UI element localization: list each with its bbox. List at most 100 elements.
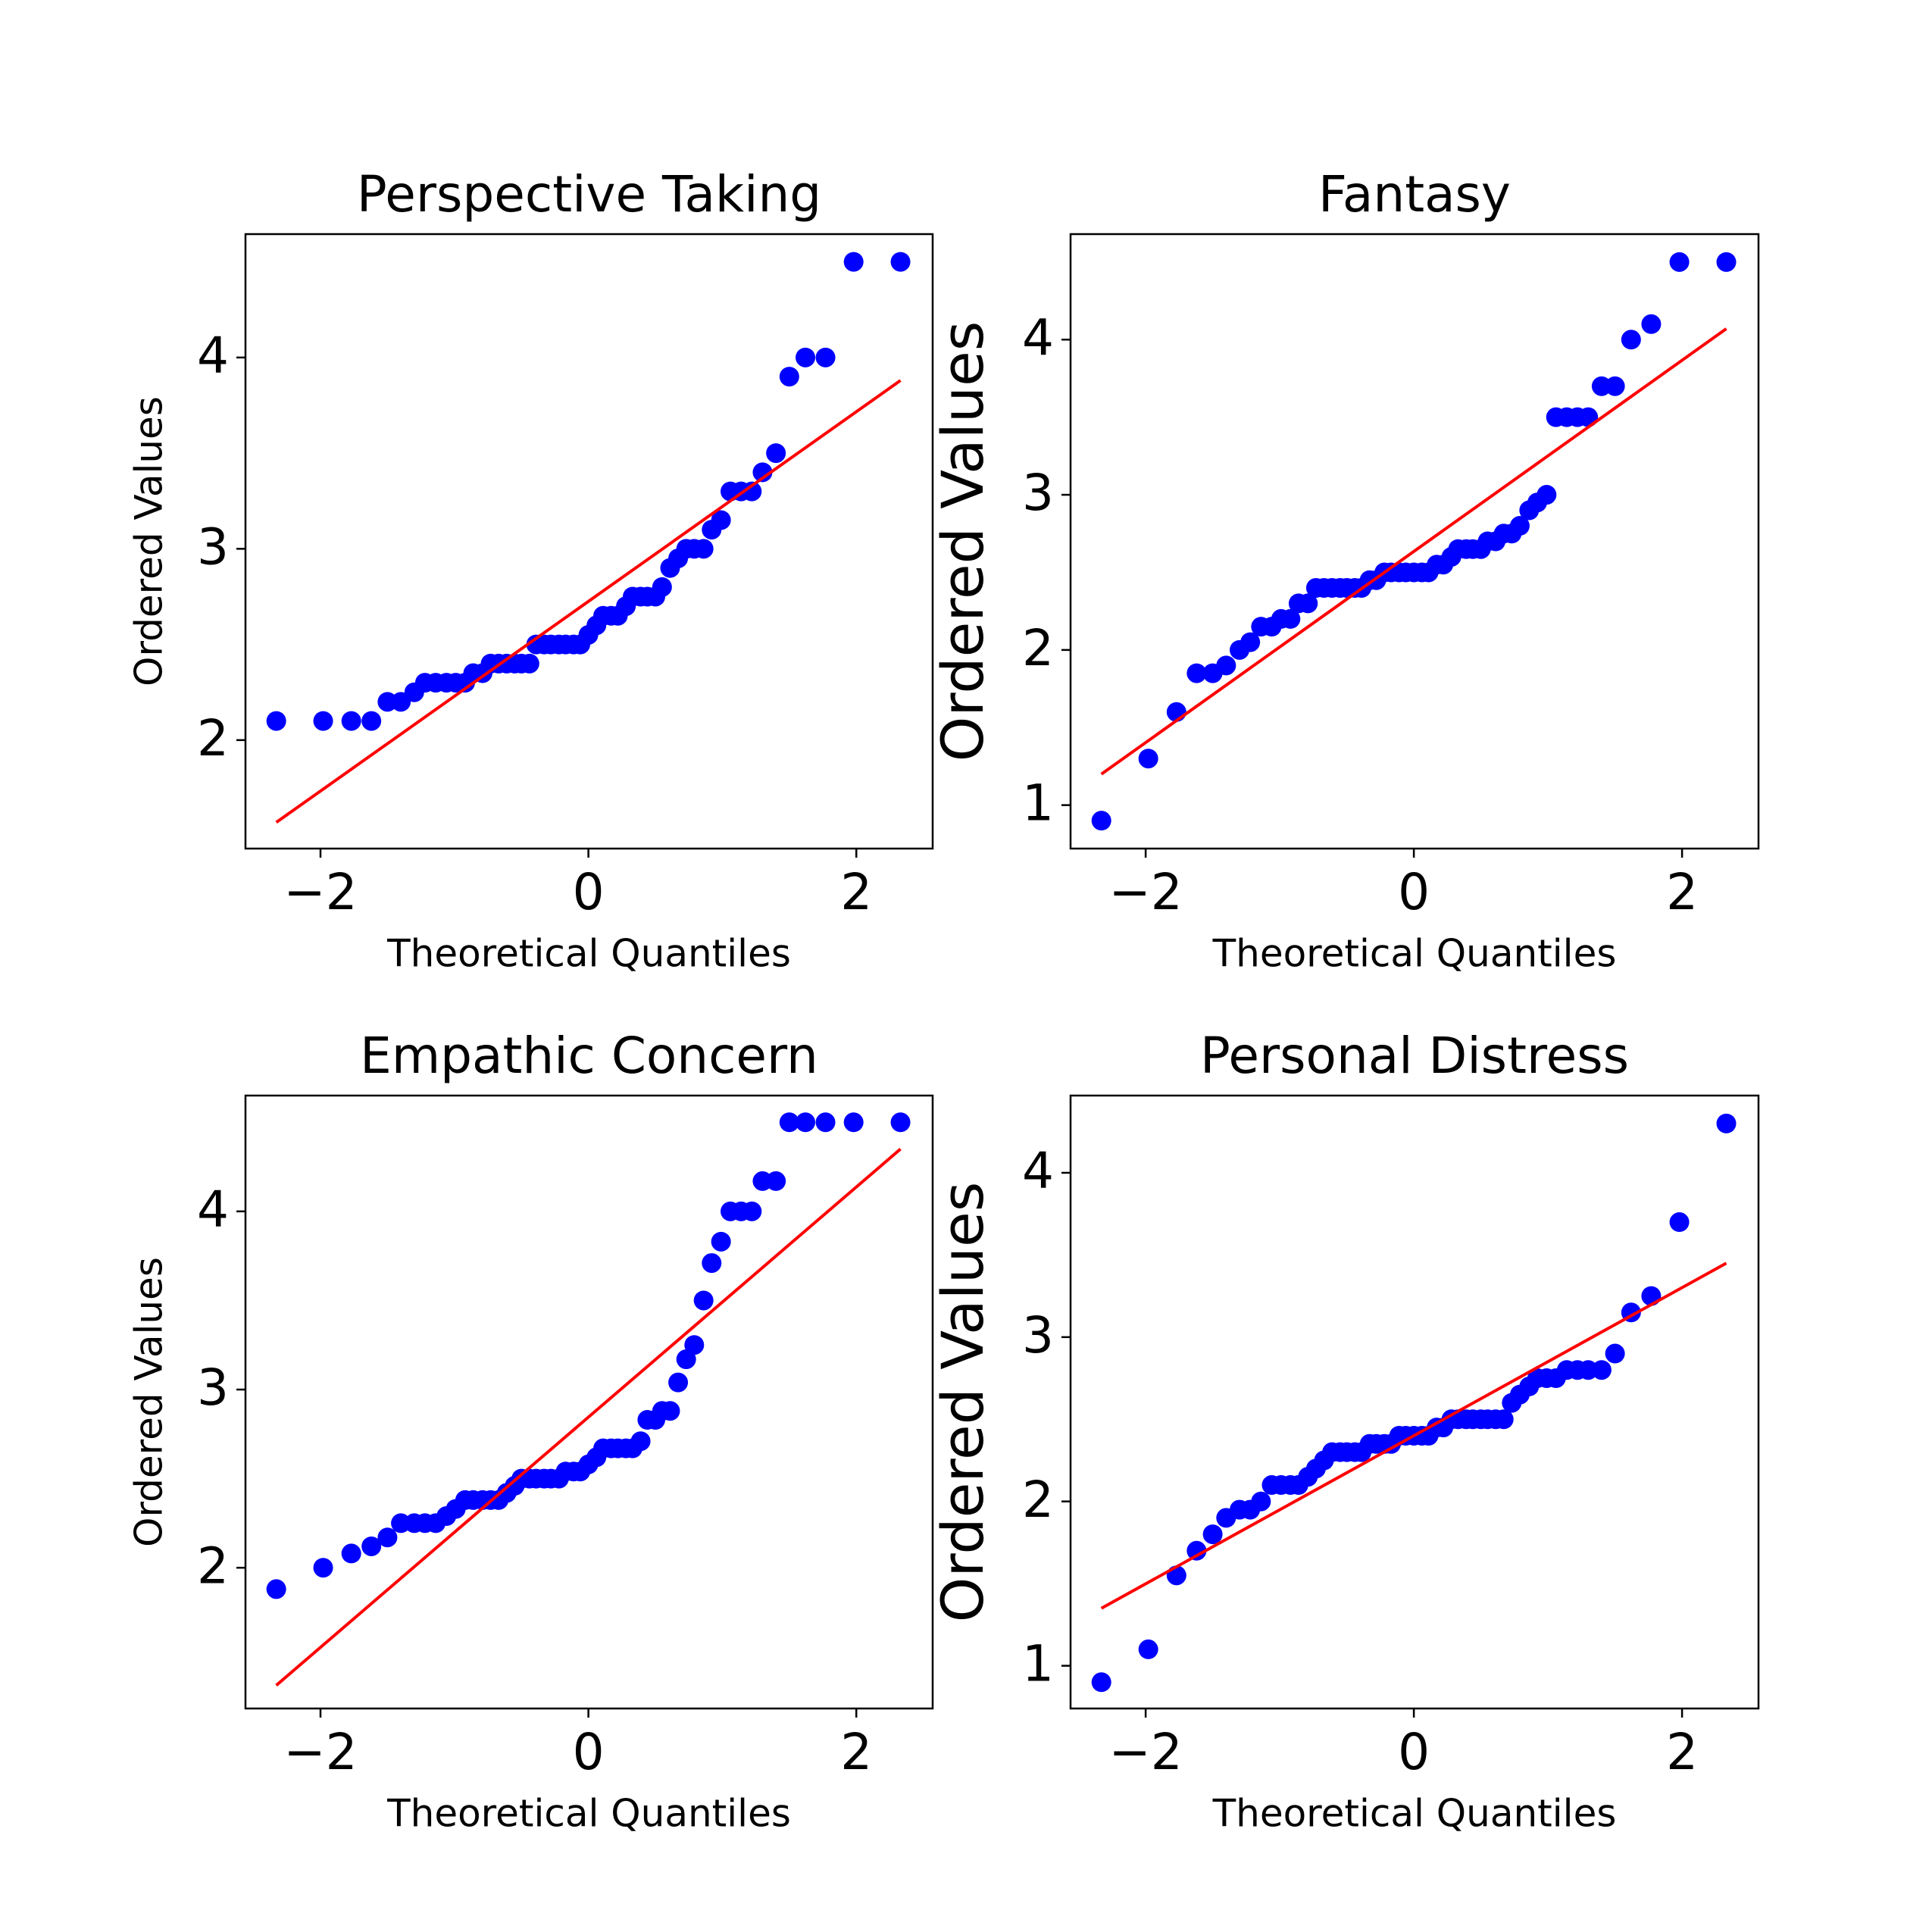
subplot: −2 0 2 2 3 4 Empathic Concern Theoretical Quant…	[127, 1027, 934, 1836]
point	[1298, 593, 1318, 614]
point	[341, 1543, 361, 1564]
point	[1251, 1491, 1271, 1512]
subplot-title: Fantasy	[1318, 165, 1511, 224]
point	[377, 1527, 398, 1548]
point	[843, 252, 864, 272]
y-tick-label: 3	[197, 1358, 229, 1417]
point	[313, 711, 333, 731]
y-axis-label: Ordered Values	[929, 321, 996, 762]
x-tick-label: −2	[283, 863, 357, 921]
x-tick-label: 0	[1398, 1723, 1430, 1781]
fit-line	[275, 379, 902, 824]
point	[1537, 485, 1557, 505]
point	[361, 711, 382, 731]
point	[1493, 1409, 1514, 1430]
x-axis-label: Theoretical Quantiles	[386, 932, 791, 976]
subplot-title: Empathic Concern	[360, 1027, 818, 1085]
point	[890, 1112, 911, 1133]
subplot: −2 0 2 1 2 3 4 Fantasy Theoretical Quantiles Orde…	[929, 165, 1760, 976]
point	[766, 1171, 786, 1191]
point	[1591, 1360, 1612, 1380]
axes-frame	[1069, 1094, 1760, 1710]
y-tick-label: 4	[197, 327, 229, 385]
point	[796, 1112, 816, 1133]
point	[361, 1536, 382, 1556]
point	[711, 510, 731, 530]
x-tick-label: 2	[840, 1723, 872, 1781]
y-tick-label: 4	[1022, 1142, 1054, 1200]
x-tick-label: −2	[1108, 863, 1182, 921]
point	[693, 1290, 714, 1311]
point	[519, 653, 539, 674]
point	[1091, 1672, 1111, 1693]
point	[815, 1112, 836, 1133]
y-tick-label: 1	[1022, 1635, 1054, 1693]
axes-frame	[244, 233, 934, 850]
subplot: −2 0 2 2 3 4 Perspective Taking Theoretical Qua…	[127, 165, 934, 976]
plot-area	[1091, 1113, 1737, 1693]
point	[1605, 376, 1625, 396]
point	[668, 1372, 689, 1393]
point	[652, 577, 672, 597]
x-tick-label: 0	[573, 863, 605, 921]
x-tick-label: 2	[840, 863, 872, 921]
fit-line	[1100, 327, 1727, 776]
point	[1716, 252, 1737, 272]
point	[1605, 1343, 1625, 1364]
y-tick-label: 2	[197, 1537, 229, 1595]
x-axis-label: Theoretical Quantiles	[1212, 1792, 1617, 1836]
point	[1138, 749, 1158, 769]
y-tick-label: 1	[1022, 774, 1054, 833]
point	[890, 252, 911, 272]
y-axis-label: Ordered Values	[929, 1182, 996, 1623]
point	[1641, 314, 1662, 334]
point	[779, 1112, 799, 1133]
point	[684, 1335, 705, 1355]
point	[1186, 663, 1207, 683]
x-tick-label: 0	[1398, 863, 1430, 921]
point	[766, 443, 786, 464]
y-tick-label: 4	[197, 1180, 229, 1239]
point	[796, 347, 816, 367]
y-tick-label: 3	[197, 517, 229, 576]
x-tick-label: −2	[283, 1723, 357, 1781]
plot-area	[1091, 252, 1737, 831]
point	[1621, 330, 1641, 350]
y-tick-label: 3	[1022, 1306, 1054, 1365]
point	[815, 347, 836, 367]
point	[843, 1112, 864, 1133]
point	[266, 711, 286, 731]
point	[341, 711, 361, 731]
point	[1716, 1113, 1737, 1133]
point	[1280, 608, 1301, 629]
x-axis-label: Theoretical Quantiles	[1212, 932, 1617, 976]
x-axis-label: Theoretical Quantiles	[386, 1792, 791, 1836]
point	[742, 1201, 762, 1221]
point	[1509, 516, 1530, 536]
point	[702, 1253, 722, 1274]
point	[1669, 1212, 1690, 1233]
point	[660, 1401, 680, 1421]
point	[1091, 811, 1111, 831]
point	[1216, 655, 1236, 676]
point	[313, 1558, 333, 1578]
x-tick-label: 0	[573, 1723, 605, 1781]
plot-area	[266, 252, 911, 824]
x-tick-label: 2	[1666, 1723, 1698, 1781]
point	[1669, 252, 1690, 272]
y-tick-label: 2	[197, 709, 229, 767]
y-tick-label: 4	[1022, 308, 1054, 367]
plot-area	[266, 1112, 911, 1687]
fit-line	[275, 1148, 902, 1687]
subplot-title: Personal Distress	[1200, 1027, 1629, 1085]
y-tick-label: 2	[1022, 619, 1054, 677]
point	[752, 462, 773, 483]
fit-line	[1100, 1261, 1727, 1610]
point	[1138, 1639, 1158, 1659]
axes-frame	[244, 1094, 934, 1710]
x-tick-label: 2	[1666, 863, 1698, 921]
point	[693, 539, 714, 559]
y-tick-label: 2	[1022, 1471, 1054, 1529]
y-tick-label: 3	[1022, 464, 1054, 522]
